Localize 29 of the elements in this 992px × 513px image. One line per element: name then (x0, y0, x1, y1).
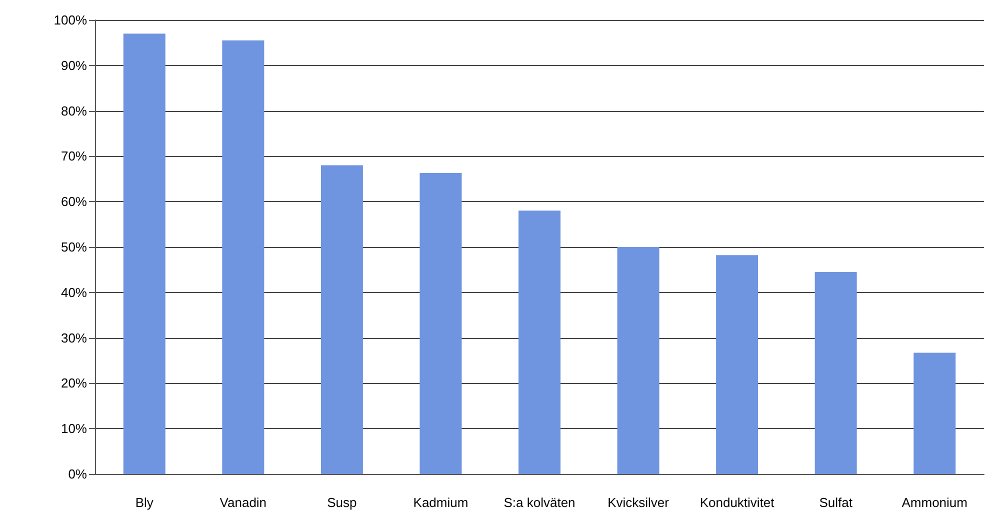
bar (617, 247, 660, 474)
x-tick-label: Konduktivitet (700, 495, 775, 510)
x-tick-label: Vanadin (220, 495, 267, 510)
bar (320, 165, 363, 474)
x-tick-label: Kadmium (413, 495, 468, 510)
y-tick-label: 90% (60, 58, 88, 73)
bar (914, 352, 956, 474)
x-tick-label: Bly (135, 495, 154, 510)
x-tick-label: S:a kolväten (504, 495, 576, 510)
y-tick-label: 0% (68, 466, 88, 482)
x-tick-label: Sulfat (819, 495, 853, 510)
y-tick-label: 10% (60, 421, 88, 436)
y-tick-label: 30% (60, 330, 88, 346)
bar (222, 40, 264, 474)
x-tick-label: Ammonium (902, 495, 968, 510)
bar (123, 34, 166, 474)
y-tick-label: 100% (54, 12, 88, 28)
x-tick-label: Kvicksilver (608, 495, 670, 510)
bar (420, 173, 462, 474)
bar (518, 210, 560, 474)
y-tick-label: 70% (60, 148, 88, 164)
x-tick-label: Susp (327, 495, 357, 510)
y-tick-label: 50% (60, 240, 88, 254)
y-tick-label: 40% (60, 284, 88, 300)
y-tick-label: 80% (60, 103, 88, 118)
y-tick-label: 20% (60, 376, 88, 391)
bar (716, 255, 758, 474)
bar (814, 272, 857, 474)
y-tick-label: 60% (60, 194, 88, 210)
